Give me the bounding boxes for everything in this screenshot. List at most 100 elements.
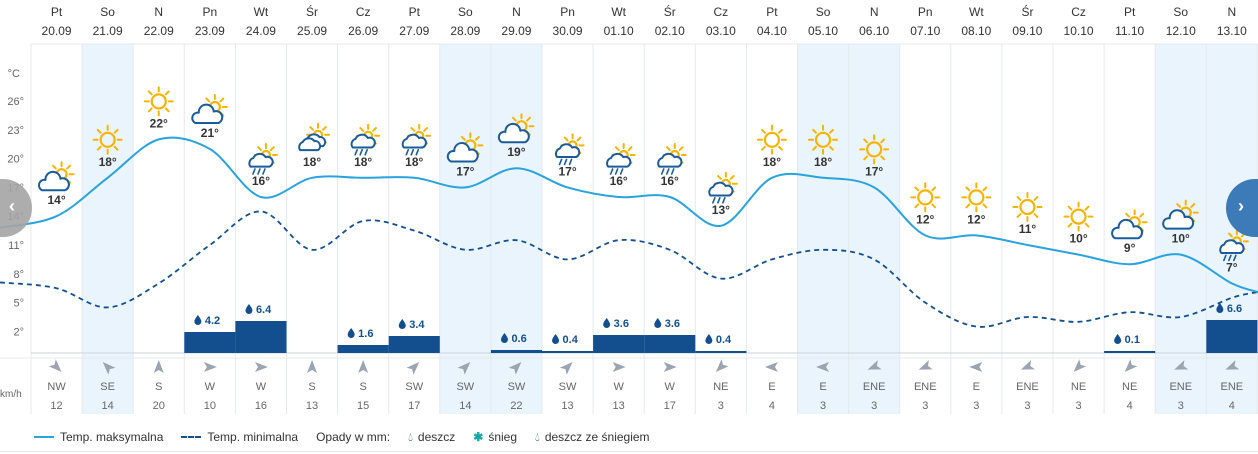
cloud-shape [1219, 239, 1245, 255]
wind-arrow-shape [254, 362, 268, 372]
day-date: 25.09 [297, 24, 327, 38]
max-temp-label: 18° [303, 155, 321, 169]
wind-direction: SW [508, 381, 526, 393]
legend-max: Temp. maksymalna [0, 430, 163, 444]
day-name: N [870, 5, 879, 19]
rain-drop [415, 149, 420, 156]
sun-ray [965, 186, 971, 192]
wind-direction: E [819, 381, 826, 393]
sun-ray [1067, 205, 1073, 211]
rain-label: 1.6 [347, 328, 373, 340]
wind-arrow-shape [48, 359, 62, 372]
max-temp-label: 10° [1069, 232, 1087, 246]
wind-speed: 13 [306, 400, 318, 412]
day-name: So [100, 5, 115, 19]
raindrop-icon [1114, 334, 1122, 345]
sun-ray [359, 127, 365, 132]
wind-direction: E [768, 381, 775, 393]
sun-disc [917, 189, 934, 206]
rain-drop [1233, 254, 1237, 262]
sun-ray [1084, 205, 1090, 211]
cloud-shape [554, 143, 581, 159]
sun-ray [761, 145, 766, 151]
wind-arrow-icon [358, 360, 369, 373]
day-name: Pn [203, 5, 218, 19]
min-temp-line [0, 210, 1258, 328]
wind-arrow-icon [764, 362, 778, 372]
sun-ray [914, 186, 920, 192]
rain-drop [722, 197, 726, 204]
wind-speed: 3 [718, 400, 724, 412]
sun-ray [526, 116, 531, 122]
wind-direction: SE [100, 381, 115, 393]
rain-value: 6.6 [1227, 303, 1242, 315]
cloud-shape [38, 170, 70, 192]
rain-sun-icon [708, 171, 738, 204]
sun-ray [812, 128, 817, 134]
wind-speed: 17 [664, 400, 676, 412]
day-date: 03.10 [706, 24, 736, 38]
sun-ray [1033, 196, 1039, 201]
cloud-shape [191, 103, 224, 125]
wind-speed: 13 [561, 400, 573, 412]
sun-ray [460, 135, 466, 141]
sun-ray [778, 145, 783, 151]
wind-speed: 10 [204, 400, 216, 412]
rain-drop [262, 168, 266, 175]
sun-ray [164, 90, 170, 96]
wind-arrow-shape [867, 360, 882, 370]
wind-arrow-shape [764, 362, 778, 372]
wind-arrow-icon [203, 362, 217, 372]
rain-label: 6.6 [1216, 303, 1242, 315]
rain-label: 3.6 [654, 318, 680, 330]
sun-icon [808, 124, 839, 155]
sun-ray [309, 126, 315, 131]
rain-drop [405, 149, 410, 156]
legend-precip-label: Opady w mm: [316, 430, 391, 444]
rain-sun-icon [401, 123, 432, 156]
max-temp-label: 12° [916, 212, 934, 226]
wind-arrow-shape [102, 362, 116, 375]
weather-icons [38, 86, 1249, 262]
y-tick-label: 23° [7, 125, 24, 137]
rain-drop [257, 168, 261, 175]
sun-ray [627, 146, 633, 152]
wind-speed: 13 [613, 400, 625, 412]
sun-ray [96, 145, 102, 151]
max-temp-label: 17° [558, 164, 576, 178]
raindrop-icon: 💧︎ [408, 429, 413, 444]
rain-value: 0.1 [1125, 334, 1140, 346]
cloud-shape [248, 152, 274, 168]
cloud-sun-icon [1111, 209, 1148, 240]
wind-speed: 14 [102, 400, 114, 412]
wind-arrow-shape [715, 359, 729, 372]
sun-disc [150, 93, 167, 110]
max-temp-label: 13° [712, 203, 730, 217]
wind-speed: 22 [510, 400, 522, 412]
wind-arrow-icon [307, 360, 318, 373]
cloud-sun-icon [38, 161, 75, 192]
rain-bar [1104, 351, 1156, 353]
sun-ray [717, 175, 722, 180]
raindrop-icon [705, 334, 713, 345]
wind-direction: ENE [1169, 381, 1192, 393]
wind-arrow-shape [1225, 360, 1240, 370]
rain-value: 0.4 [716, 334, 732, 346]
max-temp-label: 16° [252, 174, 270, 188]
legend-min-swatch [181, 436, 202, 438]
wind-speed: 3 [820, 400, 826, 412]
wind-direction: ENE [914, 381, 937, 393]
wind-speed: 15 [357, 400, 369, 412]
wind-speed: 16 [255, 400, 267, 412]
sun-ray [863, 155, 869, 161]
sun-ray [982, 203, 988, 209]
sun-icon [92, 124, 123, 155]
max-temp-label: 19° [507, 145, 525, 159]
max-temp-label: 21° [201, 126, 219, 140]
wind-speed: 20 [153, 400, 165, 412]
wind-arrow-shape [918, 360, 933, 370]
rain-drop [354, 149, 358, 156]
legend-snow-label: śnieg [488, 430, 518, 444]
wind-speed: 4 [1127, 400, 1133, 412]
rain-drop [660, 168, 665, 175]
